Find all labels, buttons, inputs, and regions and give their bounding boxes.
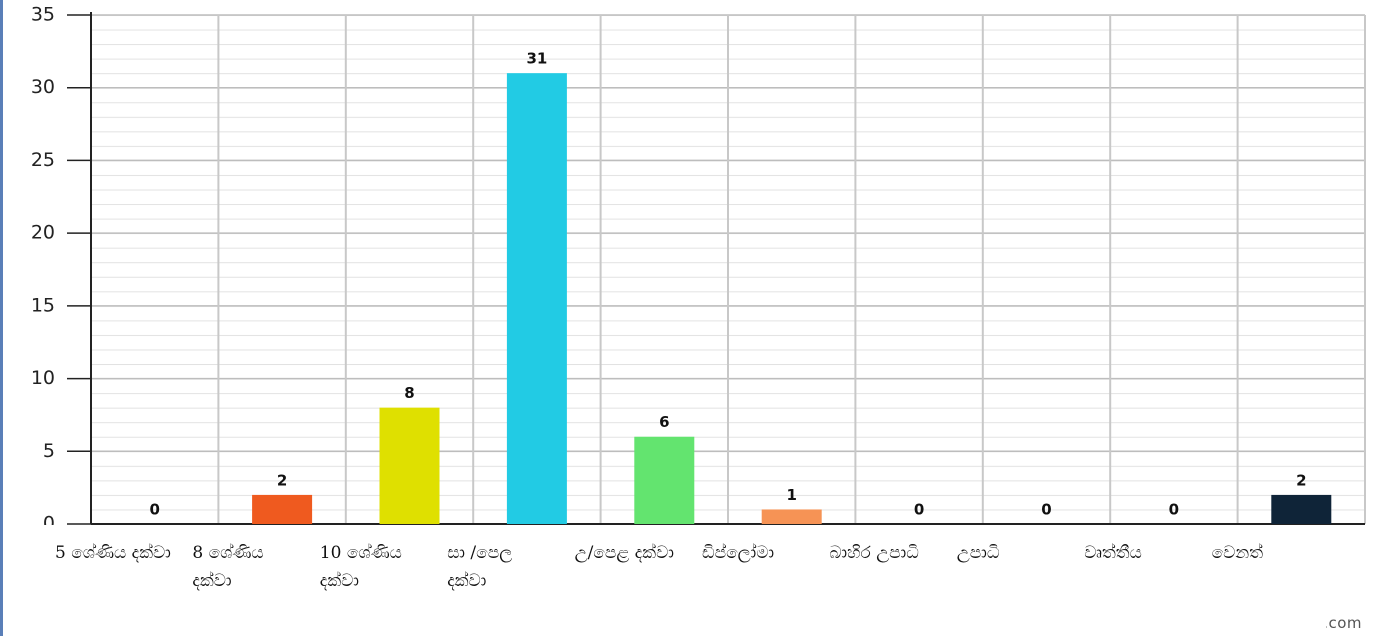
value-label: 2 (277, 471, 287, 489)
bar (1271, 494, 1332, 524)
y-tick-label: 30 (31, 76, 55, 98)
bar (634, 436, 695, 524)
value-label: 0 (914, 501, 924, 519)
x-tick-label: 10 ශේණිය දක්වා (305, 525, 434, 610)
x-tick-label: 5 ශේණිය දක්වා (41, 525, 191, 633)
x-tick-label: වෘත්තීය (1070, 525, 1199, 610)
value-label: 0 (1041, 501, 1051, 519)
value-label: 31 (526, 50, 547, 68)
x-tick-label: ඩිප්ලෝමා (688, 525, 816, 610)
value-label: 6 (659, 413, 669, 431)
y-tick-label: 25 (31, 149, 55, 171)
x-tick-label: උ/පෙළ දක්වා (560, 525, 689, 610)
y-tick-label: 10 (31, 367, 55, 389)
value-label: 0 (1169, 501, 1179, 519)
x-tick-label: බාහිර උපාධි (815, 525, 944, 633)
value-label: 8 (404, 384, 414, 402)
value-label: 0 (149, 501, 159, 519)
bar (379, 407, 440, 524)
value-label: 1 (786, 486, 796, 504)
bar (761, 509, 822, 524)
x-tick-label: සා /පෙල දක්වා (433, 525, 562, 633)
bar (506, 73, 567, 525)
y-tick-label: 20 (31, 222, 55, 244)
y-tick-label: 5 (43, 440, 55, 462)
value-label: 2 (1296, 471, 1306, 489)
x-tick-label: 8 ශේණිය දක්වා (178, 525, 307, 610)
y-tick-label: 35 (31, 4, 55, 26)
y-tick-label: 15 (31, 294, 55, 316)
x-tick-label: උපාධි (942, 525, 1071, 610)
bar (252, 494, 313, 524)
x-tick-label: වෙනත් (1197, 525, 1326, 633)
